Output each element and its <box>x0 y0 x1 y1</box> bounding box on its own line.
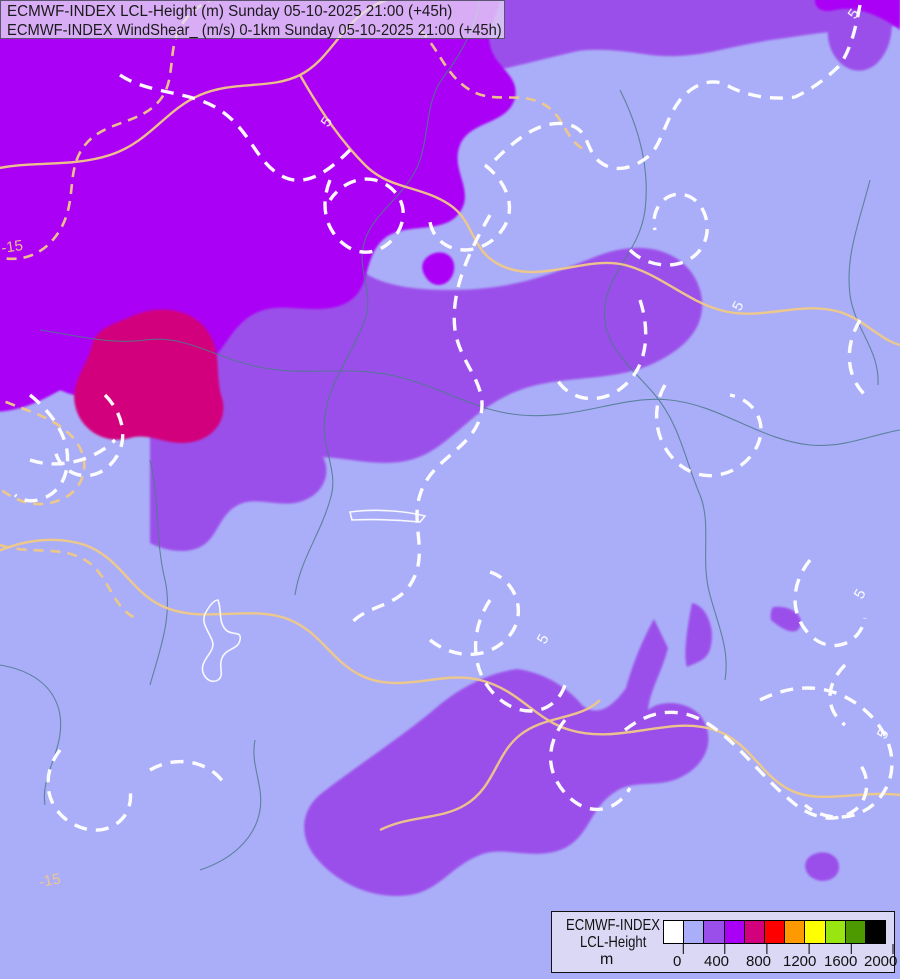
svg-text:-15: -15 <box>0 237 24 257</box>
